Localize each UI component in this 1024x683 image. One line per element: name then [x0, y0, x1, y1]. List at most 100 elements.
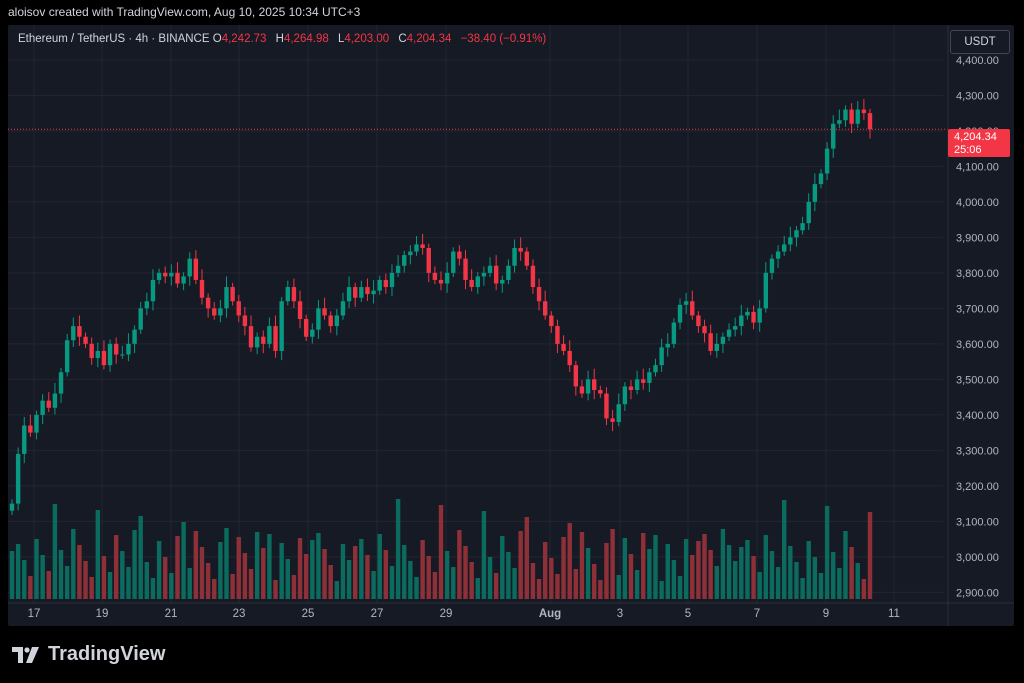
- candle-body[interactable]: [683, 301, 689, 305]
- candle-body[interactable]: [138, 308, 143, 330]
- candle-body[interactable]: [101, 350, 107, 366]
- candle-body[interactable]: [800, 223, 805, 231]
- candle-body[interactable]: [824, 148, 830, 174]
- candle-body[interactable]: [212, 308, 217, 316]
- candle-body[interactable]: [732, 326, 738, 330]
- candle-body[interactable]: [193, 258, 199, 280]
- candle-body[interactable]: [310, 329, 315, 337]
- candle-body[interactable]: [481, 272, 487, 277]
- candle-body[interactable]: [763, 272, 769, 309]
- candle-body[interactable]: [248, 326, 254, 348]
- candle-body[interactable]: [653, 365, 658, 373]
- candle-body[interactable]: [175, 272, 180, 284]
- candle-body[interactable]: [340, 301, 346, 316]
- candle-body[interactable]: [573, 365, 579, 387]
- candle-body[interactable]: [199, 279, 205, 298]
- candle-body[interactable]: [628, 386, 634, 390]
- candle-body[interactable]: [782, 244, 787, 252]
- candle-body[interactable]: [769, 258, 775, 273]
- candle-body[interactable]: [163, 272, 168, 277]
- candle-body[interactable]: [861, 109, 867, 114]
- candle-body[interactable]: [555, 326, 560, 344]
- candle-body[interactable]: [530, 265, 536, 288]
- candle-body[interactable]: [671, 322, 677, 344]
- candle-body[interactable]: [9, 503, 15, 511]
- candle-body[interactable]: [205, 297, 211, 309]
- candle-body[interactable]: [432, 272, 438, 280]
- candle-body[interactable]: [469, 279, 474, 288]
- candle-body[interactable]: [64, 340, 70, 373]
- candle-body[interactable]: [322, 308, 327, 316]
- candle-body[interactable]: [52, 393, 58, 408]
- candle-body[interactable]: [34, 414, 39, 433]
- candle-body[interactable]: [377, 279, 382, 291]
- candle-body[interactable]: [775, 251, 781, 259]
- candle-body[interactable]: [89, 343, 94, 359]
- candle-body[interactable]: [438, 279, 444, 284]
- candle-body[interactable]: [395, 265, 401, 273]
- candle-body[interactable]: [794, 230, 799, 238]
- candle-body[interactable]: [230, 287, 235, 302]
- candle-body[interactable]: [567, 350, 572, 366]
- candle-body[interactable]: [604, 393, 609, 419]
- candle-body[interactable]: [420, 244, 425, 248]
- candle-body[interactable]: [622, 386, 628, 405]
- candle-body[interactable]: [677, 304, 683, 323]
- candle-body[interactable]: [549, 315, 554, 327]
- candle-body[interactable]: [22, 425, 27, 454]
- candle-body[interactable]: [475, 276, 480, 288]
- candle-body[interactable]: [187, 258, 192, 277]
- candle-body[interactable]: [702, 326, 707, 334]
- candle-body[interactable]: [518, 248, 523, 252]
- candle-body[interactable]: [463, 258, 468, 280]
- candle-body[interactable]: [818, 173, 824, 185]
- candle-body[interactable]: [279, 301, 284, 351]
- chart-panel[interactable]: [8, 25, 1014, 626]
- candle-body[interactable]: [144, 301, 150, 309]
- candle-body[interactable]: [15, 453, 21, 504]
- candle-body[interactable]: [46, 400, 51, 408]
- candle-body[interactable]: [132, 329, 137, 344]
- candle-body[interactable]: [273, 326, 278, 351]
- candle-body[interactable]: [788, 237, 793, 245]
- candle-body[interactable]: [641, 379, 646, 383]
- candle-body[interactable]: [316, 308, 321, 330]
- candle-body[interactable]: [83, 336, 88, 344]
- candle-body[interactable]: [444, 272, 450, 284]
- candle-body[interactable]: [353, 287, 358, 298]
- candle-body[interactable]: [389, 272, 395, 288]
- candle-body[interactable]: [585, 379, 591, 394]
- candle-body[interactable]: [751, 311, 756, 323]
- candle-body[interactable]: [58, 372, 64, 394]
- candle-body[interactable]: [831, 123, 836, 149]
- candle-body[interactable]: [402, 255, 407, 266]
- candle-body[interactable]: [592, 379, 597, 390]
- candle-body[interactable]: [285, 287, 290, 302]
- candle-body[interactable]: [334, 315, 340, 327]
- candle-body[interactable]: [739, 315, 744, 327]
- candle-body[interactable]: [40, 400, 45, 415]
- candle-body[interactable]: [598, 390, 603, 394]
- candle-body[interactable]: [561, 343, 566, 351]
- candle-body[interactable]: [291, 287, 297, 302]
- candle-body[interactable]: [849, 109, 854, 124]
- candle-body[interactable]: [726, 329, 732, 337]
- candle-body[interactable]: [610, 418, 615, 422]
- candle-body[interactable]: [28, 425, 33, 433]
- candle-body[interactable]: [156, 272, 162, 280]
- candle-body[interactable]: [542, 301, 548, 316]
- candle-body[interactable]: [169, 272, 174, 277]
- candle-body[interactable]: [365, 287, 370, 295]
- candle-body[interactable]: [616, 404, 621, 422]
- symbol-info[interactable]: Ethereum / TetherUS · 4h · BINANCE: [18, 33, 210, 45]
- candle-body[interactable]: [383, 279, 389, 288]
- candle-body[interactable]: [506, 265, 511, 280]
- candle-body[interactable]: [359, 287, 364, 298]
- candle-body[interactable]: [665, 343, 670, 348]
- candle-body[interactable]: [426, 248, 431, 273]
- candle-body[interactable]: [408, 251, 413, 256]
- candle-body[interactable]: [843, 109, 848, 121]
- candle-body[interactable]: [113, 343, 119, 355]
- candle-body[interactable]: [708, 333, 713, 351]
- candle-body[interactable]: [126, 343, 131, 355]
